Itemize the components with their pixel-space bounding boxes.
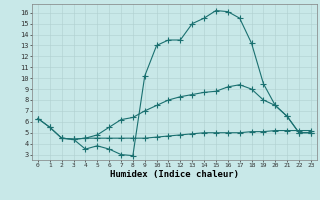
X-axis label: Humidex (Indice chaleur): Humidex (Indice chaleur) bbox=[110, 170, 239, 179]
